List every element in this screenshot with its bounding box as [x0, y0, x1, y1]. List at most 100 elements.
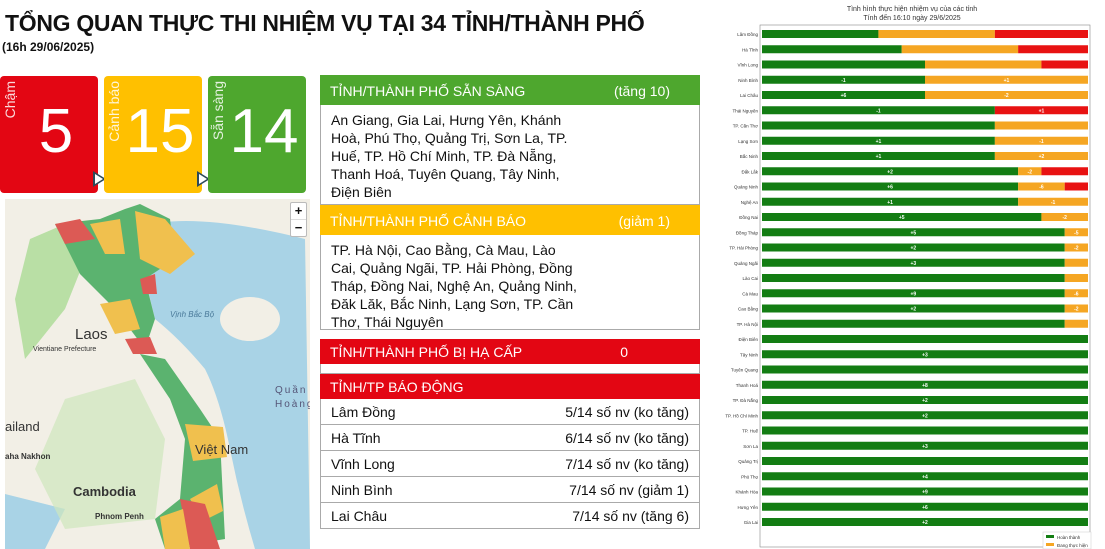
- bar-segment-done: [762, 380, 1088, 389]
- bar-data-label: -6: [1039, 185, 1044, 191]
- bar-data-label: +2: [922, 398, 928, 404]
- bar-segment-inprogress: [1064, 274, 1088, 282]
- bar-data-label: +8: [922, 383, 928, 389]
- y-tick-label: Phú Thọ: [741, 474, 758, 479]
- alarm-row: Lâm Đồng 5/14 số nv (ko tăng): [320, 399, 700, 425]
- bar-segment-done: [762, 411, 1088, 420]
- bar-segment-done: [762, 518, 1088, 526]
- downgraded-value: 0: [620, 344, 628, 360]
- bar-segment-done: [762, 350, 1088, 359]
- bar-data-label: +1: [1039, 108, 1045, 114]
- y-tick-label: TP. Hải Phòng: [729, 246, 758, 251]
- bar-segment-done: [762, 289, 1065, 298]
- y-tick-label: TP. Huế: [742, 429, 758, 434]
- y-tick-label: Cao Bằng: [738, 306, 759, 312]
- y-tick-label: Nghệ An: [741, 200, 759, 205]
- ready-list: An Giang, Gia Lai, Hưng Yên, Khánh Hoà, …: [320, 105, 700, 205]
- play-arrow-icon[interactable]: [93, 171, 106, 187]
- bar-segment-late: [1041, 60, 1088, 69]
- bar-data-label: -2: [1074, 246, 1079, 252]
- bar-data-label: +6: [887, 185, 893, 191]
- map-zoom-control: + −: [290, 202, 307, 237]
- province-progress-chart: Tình hình thực hiện nhiệm vụ của các tỉn…: [725, 5, 1092, 549]
- zoom-in-button[interactable]: +: [291, 203, 306, 220]
- bar-segment-late: [1018, 45, 1088, 54]
- ready-change: (tăng 10): [613, 83, 670, 99]
- bar-data-label: +1: [876, 139, 882, 145]
- bar-data-label: +5: [911, 230, 917, 236]
- y-tick-label: Lai Châu: [740, 93, 759, 98]
- chart-plot-area: [759, 24, 1091, 548]
- alarm-row: Lai Châu 7/14 số nv (tăng 6): [320, 503, 700, 529]
- bar-segment-late: [1041, 167, 1088, 176]
- bar-segment-done: [762, 502, 1088, 511]
- y-tick-label: TP. Đà Nẵng: [733, 397, 759, 403]
- card-ready[interactable]: Sẵn sàng 14: [208, 76, 306, 193]
- warning-change: (giảm 1): [618, 213, 670, 229]
- ready-header: TỈNH/THÀNH PHỐ SẴN SÀNG (tăng 10): [320, 75, 700, 105]
- y-tick-label: Quảng Trị: [738, 459, 758, 464]
- bar-segment-inprogress: [994, 121, 1088, 130]
- bar-data-label: -1: [841, 78, 846, 84]
- map-label-paracel: Quần: [275, 385, 308, 396]
- legend-label-inprogress: Đang thực hiện: [1057, 543, 1088, 548]
- bar-data-label: +3: [922, 444, 928, 450]
- alarm-value: 6/14 số nv (ko tăng): [565, 430, 689, 446]
- y-tick-label: Điện Biên: [738, 337, 758, 342]
- bar-data-label: +1: [887, 200, 893, 206]
- y-tick-label: Hưng Yên: [738, 505, 759, 510]
- bar-segment-done: [762, 396, 1088, 404]
- bar-segment-done: [762, 274, 1065, 282]
- y-tick-label: Lào Cai: [742, 276, 758, 281]
- bar-segment-done: [762, 365, 1088, 374]
- province-map[interactable]: Laos Vientiane Prefecture Vịnh Bắc Bộ ai…: [5, 199, 310, 549]
- y-tick-label: Lâm Đồng: [737, 32, 758, 37]
- alarm-row: Hà Tĩnh 6/14 số nv (ko tăng): [320, 425, 700, 451]
- warning-list: TP. Hà Nội, Cao Bằng, Cà Mau, Lào Cai, Q…: [320, 235, 700, 330]
- bar-data-label: -5: [1074, 230, 1079, 236]
- bar-data-label: +3: [911, 261, 917, 267]
- bar-segment-done: [762, 152, 995, 160]
- map-label-vientiane: Vientiane Prefecture: [33, 346, 97, 353]
- alarm-row: Vĩnh Long 7/14 số nv (ko tăng): [320, 451, 700, 477]
- zoom-out-button[interactable]: −: [294, 220, 303, 235]
- y-tick-label: TP. Hồ Chí Minh: [725, 413, 758, 418]
- bar-data-label: -2: [1004, 93, 1009, 99]
- bar-segment-inprogress: [925, 91, 1088, 99]
- card-late-value: 5: [38, 97, 74, 166]
- warning-title: TỈNH/THÀNH PHỐ CẢNH BÁO: [330, 213, 527, 229]
- alarm-province: Vĩnh Long: [331, 456, 395, 472]
- y-tick-label: Đắk Lắk: [741, 168, 758, 174]
- y-tick-label: Ninh Bình: [738, 78, 758, 83]
- bar-segment-inprogress: [925, 60, 1042, 69]
- card-late[interactable]: Chậm 5: [0, 76, 106, 193]
- card-warning[interactable]: Cảnh báo 15: [104, 76, 210, 193]
- card-warning-value: 15: [125, 97, 195, 166]
- bar-segment-done: [762, 335, 1088, 343]
- bar-segment-inprogress: [1064, 228, 1088, 237]
- downgraded-title: TỈNH/THÀNH PHỐ BỊ HẠ CẤP: [330, 344, 523, 360]
- page-timestamp: (16h 29/06/2025): [2, 40, 95, 54]
- play-arrow-icon[interactable]: [197, 171, 210, 187]
- bar-segment-done: [762, 197, 1019, 206]
- bar-segment-done: [762, 45, 902, 54]
- alarm-panel: TỈNH/THÀNH PHỐ BỊ HẠ CẤP 0 TỈNH/TP BÁO Đ…: [320, 339, 700, 529]
- bar-segment-inprogress: [1041, 213, 1088, 221]
- bar-segment-inprogress: [1064, 319, 1088, 328]
- bar-segment-done: [762, 75, 925, 84]
- bar-segment-done: [762, 91, 925, 99]
- y-tick-label: TP. Hà Nội: [737, 322, 758, 327]
- chart-legend: Hoàn thành Đang thực hiện: [1042, 531, 1092, 549]
- bar-segment-inprogress: [1064, 243, 1088, 252]
- bar-segment-inprogress: [994, 136, 1088, 145]
- bar-segment-done: [762, 457, 1088, 465]
- bar-data-label: -1: [1039, 139, 1044, 145]
- bar-data-label: +9: [922, 490, 928, 496]
- bar-data-label: +1: [876, 154, 882, 160]
- bar-data-label: +6: [922, 505, 928, 511]
- alarm-row: Ninh Bình 7/14 số nv (giảm 1): [320, 477, 700, 503]
- map-label-nakhon: aha Nakhon: [5, 452, 51, 461]
- bar-segment-inprogress: [925, 75, 1088, 84]
- map-label-paracel-2: Hoàng: [275, 399, 310, 410]
- bar-segment-late: [1064, 182, 1088, 191]
